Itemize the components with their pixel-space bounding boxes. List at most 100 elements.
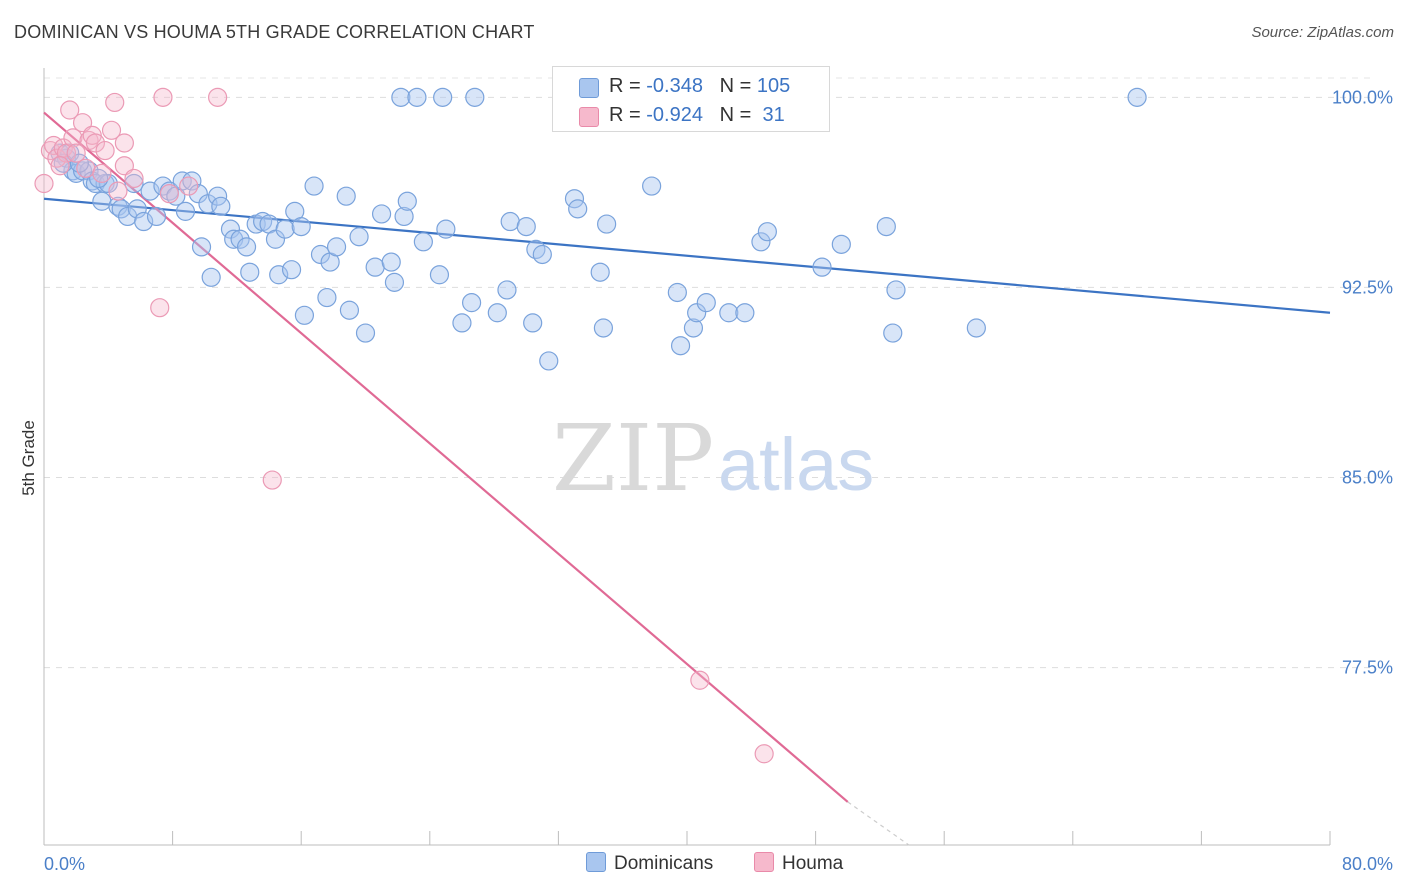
point-dominicans xyxy=(236,237,257,257)
point-dominicans xyxy=(429,265,450,285)
point-dominicans xyxy=(642,176,662,196)
point-dominicans xyxy=(667,282,687,303)
point-dominicans xyxy=(735,303,755,323)
point-houma xyxy=(262,470,282,490)
legend-r-label: R = xyxy=(609,104,647,126)
y-tick-label: 100.0% xyxy=(1332,87,1393,107)
point-dominicans xyxy=(719,303,739,323)
point-houma xyxy=(208,87,228,107)
chart-title: DOMINICAN VS HOUMA 5TH GRADE CORRELATION… xyxy=(14,22,535,42)
watermark-zip: ZIP xyxy=(552,405,714,512)
point-houma xyxy=(105,92,125,113)
point-houma xyxy=(60,100,80,120)
point-dominicans xyxy=(124,173,144,194)
legend-row-dominicans: R = -0.348 N = 105 xyxy=(553,72,829,102)
axes xyxy=(43,68,1331,846)
point-houma xyxy=(34,173,54,194)
point-dominicans xyxy=(269,265,289,285)
point-dominicans xyxy=(191,237,212,257)
point-dominicans xyxy=(294,305,315,325)
point-dominicans xyxy=(265,229,286,249)
legend-n-label: N = xyxy=(719,75,757,97)
point-dominicans xyxy=(310,244,331,265)
y-axis-title: 5th Grade xyxy=(19,420,38,496)
watermark-atlas: atlas xyxy=(718,423,874,506)
y-tick-label: 92.5% xyxy=(1342,277,1393,297)
point-houma xyxy=(95,140,115,161)
point-dominicans xyxy=(687,303,707,323)
legend-n-label: N = xyxy=(719,104,757,126)
point-dominicans xyxy=(281,260,302,280)
point-dominicans xyxy=(883,323,903,343)
point-houma xyxy=(690,670,710,690)
point-houma xyxy=(108,181,128,201)
point-dominicans xyxy=(381,252,401,272)
point-dominicans xyxy=(593,318,614,338)
point-houma xyxy=(101,120,122,140)
legend-item-houma[interactable]: Houma xyxy=(754,852,843,875)
point-dominicans xyxy=(436,219,456,239)
point-dominicans xyxy=(670,336,691,356)
legend-item-dominicans[interactable]: Dominicans xyxy=(586,852,713,875)
point-dominicans xyxy=(384,272,405,292)
point-dominicans xyxy=(812,257,832,277)
point-dominicans xyxy=(696,293,716,313)
point-dominicans xyxy=(516,217,536,237)
stats-legend: R = -0.348 N = 105 R = -0.924 N = 31 xyxy=(552,66,830,132)
point-dominicans xyxy=(751,232,771,252)
legend-row-houma: R = -0.924 N = 31 xyxy=(553,101,829,131)
point-dominicans xyxy=(433,87,453,107)
source-label: Source: ZipAtlas.com xyxy=(1251,24,1394,41)
y-tick-label: 85.0% xyxy=(1342,468,1393,488)
x-tick-label: 80.0% xyxy=(1342,854,1393,874)
data-points xyxy=(34,87,1147,764)
watermark: ZIP atlas xyxy=(552,405,874,512)
point-dominicans xyxy=(886,280,906,300)
legend-n-value: 105 xyxy=(756,75,791,97)
legend-swatch-houma xyxy=(579,107,599,127)
point-dominicans xyxy=(365,257,385,277)
point-dominicans xyxy=(452,313,472,333)
point-houma xyxy=(124,168,144,189)
point-houma xyxy=(50,156,70,176)
point-dominicans xyxy=(146,206,167,227)
point-dominicans xyxy=(98,173,118,194)
point-houma xyxy=(66,143,86,163)
point-dominicans xyxy=(140,181,160,201)
trend-extension-houma xyxy=(847,801,910,846)
point-houma xyxy=(76,158,96,178)
point-houma xyxy=(63,128,83,148)
point-dominicans xyxy=(590,262,610,282)
point-dominicans xyxy=(966,318,986,338)
point-houma xyxy=(85,133,106,153)
legend-label-dominicans: Dominicans xyxy=(614,853,714,874)
point-dominicans xyxy=(391,87,411,107)
point-dominicans xyxy=(175,201,196,221)
point-houma xyxy=(153,87,173,107)
point-dominicans xyxy=(108,196,128,216)
legend-swatch-dominicans xyxy=(586,852,606,872)
point-houma xyxy=(159,184,179,204)
trend-line-houma xyxy=(43,111,849,803)
point-dominicans xyxy=(326,237,347,257)
point-dominicans xyxy=(394,206,414,227)
point-dominicans xyxy=(831,234,851,254)
point-dominicans xyxy=(397,191,417,211)
point-dominicans xyxy=(89,168,109,189)
point-dominicans xyxy=(371,204,392,224)
point-dominicans xyxy=(127,199,147,219)
point-houma xyxy=(150,298,170,318)
point-dominicans xyxy=(683,318,704,338)
point-dominicans xyxy=(465,87,485,107)
point-dominicans xyxy=(413,232,433,252)
point-dominicans xyxy=(523,313,543,333)
point-houma xyxy=(72,113,93,133)
point-dominicans xyxy=(339,300,360,320)
point-dominicans xyxy=(407,87,427,107)
point-dominicans xyxy=(497,280,517,300)
point-dominicans xyxy=(211,196,231,216)
legend-label-houma: Houma xyxy=(782,853,844,874)
point-houma xyxy=(92,163,112,183)
point-dominicans xyxy=(487,303,507,323)
